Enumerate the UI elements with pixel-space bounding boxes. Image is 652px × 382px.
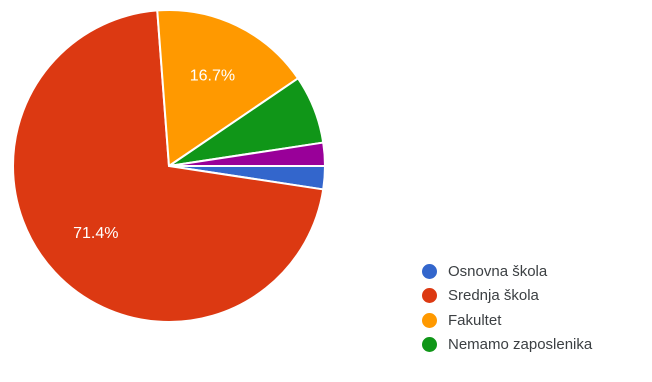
- legend-item-2: Fakultet: [422, 308, 592, 333]
- slice-value-label-2: 16.7%: [190, 67, 235, 84]
- legend-item-1: Srednja škola: [422, 284, 592, 309]
- legend-label-3: Nemamo zaposlenika: [448, 336, 593, 354]
- legend-label-1: Srednja škola: [448, 287, 539, 305]
- legend-label-2: Fakultet: [448, 311, 502, 329]
- slice-value-label-1: 71.4%: [73, 225, 118, 242]
- legend-swatch-3: [422, 337, 437, 353]
- legend-swatch-2: [422, 312, 437, 328]
- legend-item-3: Nemamo zaposlenika: [422, 333, 592, 358]
- pie-slice-4: [168, 141, 326, 167]
- legend-label-0: Osnovna škola: [448, 262, 548, 280]
- chart-legend: Osnovna škola Srednja škola Fakultet Nemamo…: [422, 259, 592, 357]
- legend-item-0: Osnovna škola: [422, 259, 592, 284]
- legend-swatch-1: [422, 288, 437, 304]
- legend-swatch-0: [422, 263, 437, 279]
- pie-slice-2: [156, 9, 300, 167]
